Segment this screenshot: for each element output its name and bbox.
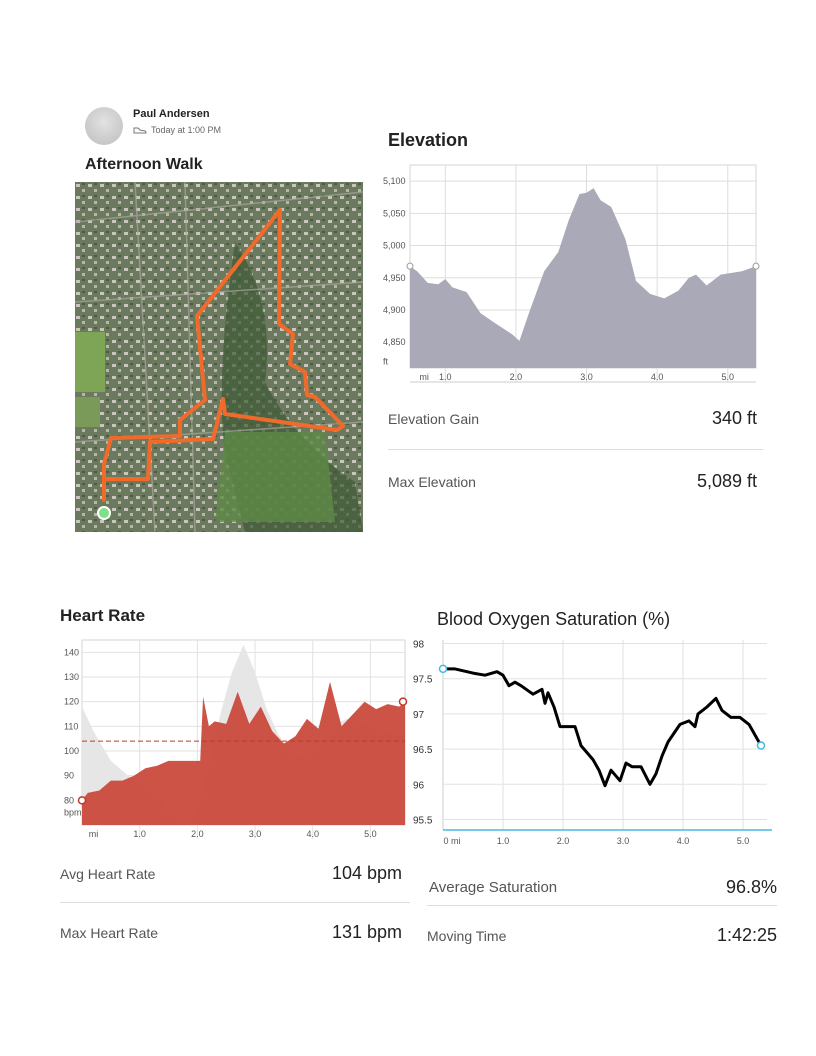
- user-name[interactable]: Paul Andersen: [133, 108, 210, 120]
- elevation-area: [410, 188, 756, 368]
- route-path: [102, 208, 345, 502]
- elevation-marks: [406, 262, 760, 270]
- elevation-x-ticks: mi 1.0 2.0 3.0 4.0 5.0: [419, 372, 734, 382]
- spo2-y-tick-label: 97: [413, 710, 425, 721]
- spo2-end-point: [756, 741, 766, 750]
- elevation-gain-label: Elevation Gain: [388, 411, 480, 427]
- heart-rate-y-ticks: 140 130 120 110 100 90 80 bpm: [64, 647, 82, 817]
- moving-time-value: 1:42:25: [716, 925, 777, 945]
- field-area: [75, 332, 105, 392]
- field-area: [75, 397, 100, 427]
- heart-rate-y-tick-label: 100: [64, 746, 79, 756]
- heart-rate-y-tick-label: 130: [64, 672, 79, 682]
- elevation-y-tick-label: 5,050: [383, 208, 406, 218]
- heart-rate-end-point: [398, 697, 408, 706]
- avg-saturation-value: 96.8%: [725, 877, 777, 897]
- heart-rate-y-tick-label: 140: [64, 647, 79, 657]
- elevation-x-tick-label: 4.0: [651, 372, 664, 382]
- divider: [388, 449, 763, 450]
- elevation-y-tick-label: 5,000: [383, 241, 406, 251]
- spo2-chart: 98 97.5 97 96.5 96 95.5 0 mi 1.0 2.0 3.0 4.0 5.0: [413, 640, 772, 846]
- heart-rate-area: [82, 681, 405, 825]
- heart-rate-start-point: [77, 796, 87, 805]
- activity-timestamp: Today at 1:00 PM: [151, 125, 222, 135]
- elevation-y-tick-label: ft: [383, 357, 389, 367]
- heart-rate-x-tick-label: mi: [89, 829, 99, 839]
- spo2-y-ticks: 98 97.5 97 96.5 96 95.5: [413, 640, 433, 827]
- heart-rate-x-tick-label: 5.0: [364, 829, 377, 839]
- spo2-title: Blood Oxygen Saturation (%): [437, 609, 671, 629]
- heart-rate-y-tick-label: 80: [64, 795, 74, 805]
- elevation-end-point: [752, 262, 760, 270]
- moving-time-label: Moving Time: [427, 928, 507, 944]
- streets: [75, 182, 363, 532]
- spo2-line: [443, 667, 763, 788]
- elevation-start-point: [406, 262, 414, 270]
- elevation-y-tick-label: 4,950: [383, 273, 406, 283]
- spo2-x-ticks: 0 mi 1.0 2.0 3.0 4.0 5.0: [443, 836, 749, 846]
- elevation-x-tick-label: 3.0: [580, 372, 593, 382]
- max-elevation-label: Max Elevation: [388, 474, 476, 490]
- spo2-x-tick-label: 1.0: [497, 836, 510, 846]
- avg-heart-rate-label: Avg Heart Rate: [60, 866, 156, 882]
- elevation-x-tick-label: 1.0: [439, 372, 452, 382]
- heart-rate-x-tick-label: 3.0: [249, 829, 262, 839]
- elevation-y-tick-label: 4,900: [383, 305, 406, 315]
- heart-rate-y-tick-label: bpm: [64, 808, 82, 818]
- max-elevation-value: 5,089 ft: [696, 471, 757, 491]
- heart-rate-title: Heart Rate: [60, 606, 146, 625]
- spo2-x-tick-label: 2.0: [557, 836, 570, 846]
- elevation-y-tick-label: 4,850: [383, 337, 406, 347]
- heart-rate-y-tick-label: 90: [64, 771, 74, 781]
- heart-rate-chart: 140 130 120 110 100 90 80 bpm mi 1.0 2.0 3.0 4.0 5.0: [64, 639, 408, 839]
- spo2-x-tick-label: 3.0: [617, 836, 630, 846]
- spo2-y-tick-label: 98: [413, 640, 425, 651]
- avatar[interactable]: [85, 107, 123, 145]
- elevation-x-tick-label: mi: [419, 372, 429, 382]
- activity-title: Afternoon Walk: [85, 156, 203, 173]
- spo2-start-point: [438, 664, 448, 674]
- max-heart-rate-label: Max Heart Rate: [60, 925, 159, 941]
- spo2-grid: [442, 640, 772, 831]
- spo2-y-tick-label: 96: [413, 780, 425, 791]
- elevation-chart: 5,100 5,050 5,000 4,950 4,900 4,850 ft mi 1.0 2.…: [383, 164, 760, 383]
- elevation-gain-value: 340 ft: [711, 408, 757, 428]
- route-map[interactable]: [75, 182, 363, 532]
- heart-rate-x-tick-label: 2.0: [191, 829, 204, 839]
- spo2-x-tick-label: 5.0: [737, 836, 750, 846]
- heart-rate-y-tick-label: 120: [64, 697, 79, 707]
- spo2-y-tick-label: 97.5: [413, 675, 433, 686]
- elevation-y-ticks: 5,100 5,050 5,000 4,950 4,900 4,850 ft: [383, 176, 406, 366]
- spo2-y-tick-label: 95.5: [413, 815, 433, 826]
- spo2-marks: [438, 664, 766, 788]
- elevation-y-tick-label: 5,100: [383, 176, 406, 186]
- elevation-title: Elevation: [388, 130, 469, 150]
- activity-meta: Today at 1:00 PM: [133, 125, 221, 135]
- golf-course: [215, 432, 335, 522]
- start-marker: [97, 506, 111, 520]
- heart-rate-y-tick-label: 110: [64, 721, 78, 731]
- divider: [60, 902, 410, 903]
- heart-rate-x-tick-label: 4.0: [306, 829, 319, 839]
- spo2-y-tick-label: 96.5: [413, 745, 433, 756]
- shoe-icon: [133, 127, 147, 134]
- avg-saturation-label: Average Saturation: [429, 879, 558, 896]
- elevation-x-tick-label: 2.0: [510, 372, 523, 382]
- heart-rate-marks: [77, 697, 408, 805]
- spo2-x-tick-label: 4.0: [677, 836, 690, 846]
- spo2-x-tick-label: 0 mi: [443, 836, 460, 846]
- heart-rate-x-ticks: mi 1.0 2.0 3.0 4.0 5.0: [89, 829, 377, 839]
- heart-rate-x-tick-label: 1.0: [133, 829, 146, 839]
- elevation-x-tick-label: 5.0: [721, 372, 734, 382]
- max-heart-rate-value: 131 bpm: [331, 922, 402, 942]
- divider: [427, 905, 777, 906]
- avg-heart-rate-value: 104 bpm: [331, 863, 402, 883]
